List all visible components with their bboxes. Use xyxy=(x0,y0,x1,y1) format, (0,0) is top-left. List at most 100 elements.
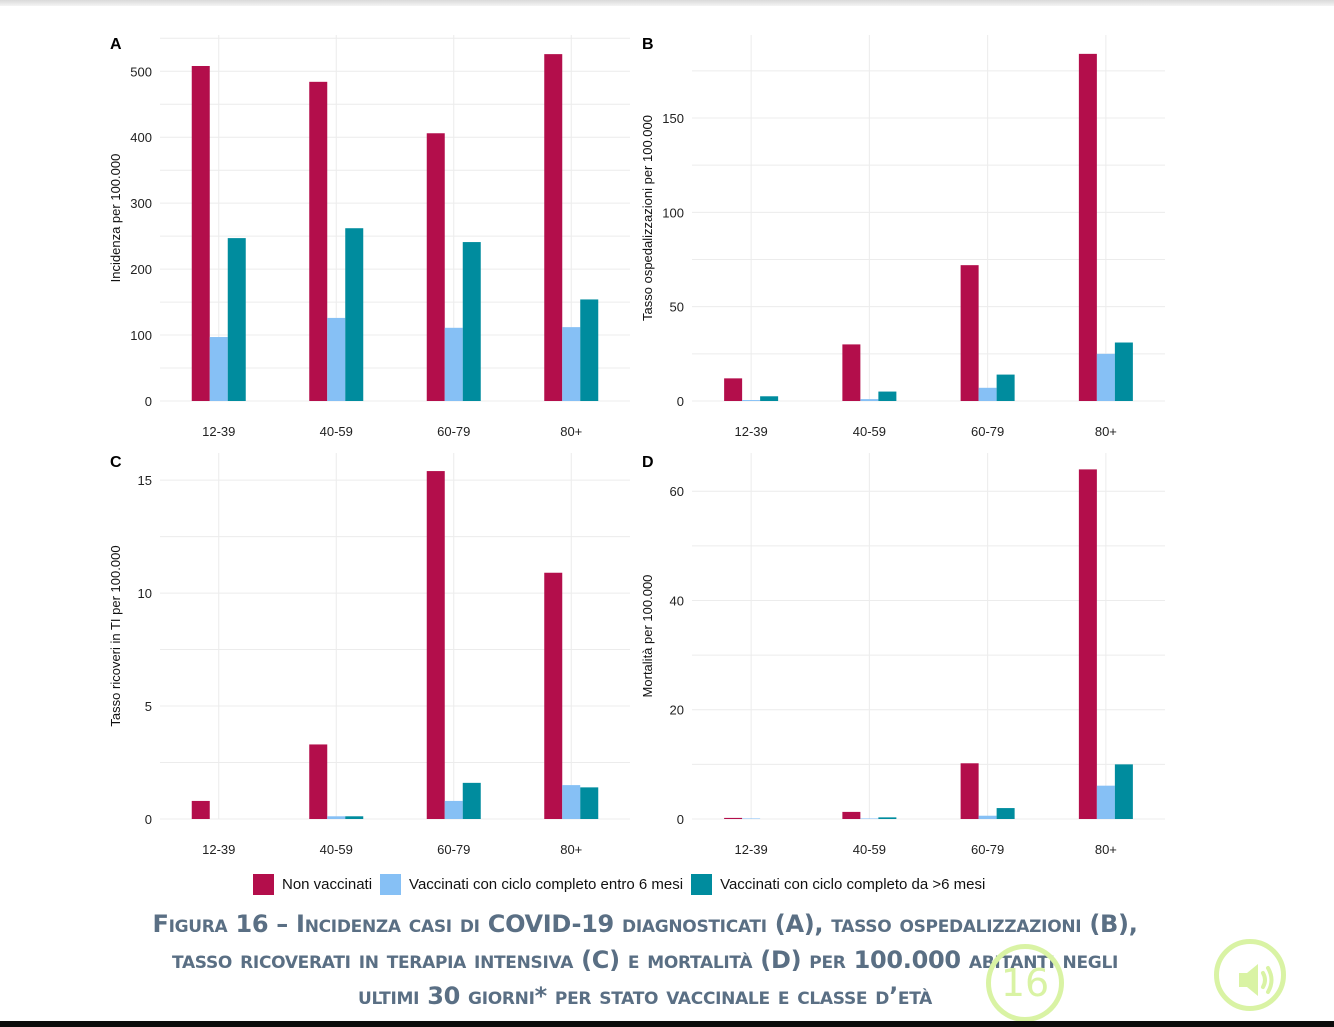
bar-vacc-entro-6-mesi xyxy=(444,327,463,401)
x-tick-label: 40-59 xyxy=(320,424,353,439)
bar-vacc-oltre-6-mesi xyxy=(462,782,481,819)
panel-d: 0 20 40 60 12-39 40-59 60-79 80+ Mortalità per 1… xyxy=(640,453,1165,857)
y-tick-label: 15 xyxy=(138,473,152,488)
legend: Non vaccinati Vaccinati con ciclo comple… xyxy=(253,872,993,896)
bar-vacc-entro-6-mesi xyxy=(562,785,581,819)
panel-label: D xyxy=(642,454,654,471)
bar-vacc-entro-6-mesi xyxy=(742,818,761,819)
x-tick-label: 80+ xyxy=(1095,842,1117,857)
bar-non-vaccinati xyxy=(960,265,979,401)
y-tick-label: 400 xyxy=(130,130,152,145)
bar-non-vaccinati xyxy=(842,811,861,819)
x-tick-label: 80+ xyxy=(560,842,582,857)
bar-vacc-entro-6-mesi xyxy=(742,400,761,401)
y-tick-label: 0 xyxy=(677,394,684,409)
y-tick-label: 100 xyxy=(130,328,152,343)
legend-label: Vaccinati con ciclo completo entro 6 mes… xyxy=(409,875,684,893)
bar-non-vaccinati xyxy=(960,763,979,819)
bar-vacc-entro-6-mesi xyxy=(860,399,879,401)
legend-item-vacc-entro-6-mesi: Vaccinati con ciclo completo entro 6 mes… xyxy=(380,873,684,895)
bar-non-vaccinati xyxy=(544,572,563,819)
bar-non-vaccinati xyxy=(1078,53,1097,402)
y-tick-label: 10 xyxy=(138,586,152,601)
panel-label: A xyxy=(110,36,122,53)
bar-vacc-entro-6-mesi xyxy=(978,815,997,819)
bar-vacc-oltre-6-mesi xyxy=(996,374,1015,401)
bar-vacc-oltre-6-mesi xyxy=(462,242,481,401)
bar-non-vaccinati xyxy=(842,344,861,401)
y-tick-label: 150 xyxy=(662,111,684,126)
x-tick-label: 12-39 xyxy=(202,842,235,857)
panel-a: 0 100 200 300 400 500 12-39 40-59 60-79 80+ Incide… xyxy=(108,35,630,439)
x-tick-label: 40-59 xyxy=(853,842,886,857)
bar-vacc-entro-6-mesi xyxy=(327,317,346,401)
bar-vacc-oltre-6-mesi xyxy=(996,808,1015,819)
bar-vacc-oltre-6-mesi xyxy=(345,816,364,819)
bar-non-vaccinati xyxy=(1078,469,1097,819)
bar-vacc-oltre-6-mesi xyxy=(227,238,246,401)
y-tick-label: 0 xyxy=(145,394,152,409)
y-tick-label: 60 xyxy=(670,484,684,499)
y-tick-label: 5 xyxy=(145,699,152,714)
bar-vacc-entro-6-mesi xyxy=(978,387,997,401)
x-tick-label: 60-79 xyxy=(971,842,1004,857)
x-tick-label: 40-59 xyxy=(853,424,886,439)
x-tick-label: 40-59 xyxy=(320,842,353,857)
caption-line-2: tasso ricoverati in terapia intensiva (C… xyxy=(171,946,1119,974)
y-axis-label: Tasso ricoveri in TI per 100.000 xyxy=(108,545,123,726)
caption-line-3: ultimi 30 giorni* per stato vaccinale e … xyxy=(357,982,933,1010)
legend-label: Non vaccinati xyxy=(282,875,373,893)
x-tick-label: 12-39 xyxy=(735,424,768,439)
y-tick-label: 0 xyxy=(677,812,684,827)
bar-non-vaccinati xyxy=(426,471,445,819)
legend-key-non-vaccinati xyxy=(253,873,274,895)
x-tick-label: 12-39 xyxy=(735,842,768,857)
bar-vacc-entro-6-mesi xyxy=(1096,353,1115,401)
bar-vacc-oltre-6-mesi xyxy=(878,817,897,819)
bar-vacc-entro-6-mesi xyxy=(860,818,879,819)
bar-non-vaccinati xyxy=(191,65,210,401)
bar-vacc-oltre-6-mesi xyxy=(878,391,897,401)
bar-vacc-oltre-6-mesi xyxy=(580,299,599,401)
speaker-icon xyxy=(1239,964,1274,996)
bar-vacc-oltre-6-mesi xyxy=(345,228,364,401)
x-tick-label: 60-79 xyxy=(437,842,470,857)
legend-item-non-vaccinati: Non vaccinati xyxy=(253,873,373,895)
bar-non-vaccinati xyxy=(724,817,743,819)
bar-non-vaccinati xyxy=(309,744,328,819)
panel-b: 0 50 100 150 12-39 40-59 60-79 80+ Tasso ospedal… xyxy=(640,35,1165,439)
bar-vacc-oltre-6-mesi xyxy=(1114,342,1133,401)
y-axis-label: Mortalità per 100.000 xyxy=(640,575,655,698)
y-tick-label: 300 xyxy=(130,196,152,211)
y-tick-label: 40 xyxy=(670,593,684,608)
legend-key-vacc-entro-6-mesi xyxy=(380,873,402,895)
bar-vacc-oltre-6-mesi xyxy=(580,787,599,819)
x-tick-label: 80+ xyxy=(1095,424,1117,439)
legend-item-vacc-oltre-6-mesi: Vaccinati con ciclo completo da >6 mesi xyxy=(691,873,986,895)
x-tick-label: 12-39 xyxy=(202,424,235,439)
x-tick-label: 80+ xyxy=(560,424,582,439)
caption-line-1: Figura 16 – Incidenza casi di COVID-19 d… xyxy=(152,910,1138,938)
page-number-badge: 16 xyxy=(986,944,1064,1022)
bar-vacc-oltre-6-mesi xyxy=(760,396,779,401)
y-tick-label: 50 xyxy=(670,300,684,315)
y-axis-label: Incidenza per 100.000 xyxy=(108,154,123,283)
panel-label: B xyxy=(642,36,654,53)
x-tick-label: 60-79 xyxy=(971,424,1004,439)
bar-vacc-entro-6-mesi xyxy=(444,800,463,819)
bar-non-vaccinati xyxy=(544,54,563,401)
bar-vacc-entro-6-mesi xyxy=(562,327,581,401)
bar-vacc-oltre-6-mesi xyxy=(1114,764,1133,819)
bar-vacc-entro-6-mesi xyxy=(1096,785,1115,819)
audio-button[interactable] xyxy=(1214,939,1286,1011)
bar-non-vaccinati xyxy=(724,378,743,401)
legend-label: Vaccinati con ciclo completo da >6 mesi xyxy=(720,875,986,893)
bottom-border xyxy=(0,1021,1334,1027)
top-border xyxy=(0,0,1334,6)
bar-vacc-entro-6-mesi xyxy=(209,337,228,401)
y-tick-label: 200 xyxy=(130,262,152,277)
y-tick-label: 0 xyxy=(145,812,152,827)
panel-c: 0 5 10 15 12-39 40-59 60-79 80+ Tasso ricoveri i… xyxy=(108,453,630,857)
bar-non-vaccinati xyxy=(309,81,328,401)
